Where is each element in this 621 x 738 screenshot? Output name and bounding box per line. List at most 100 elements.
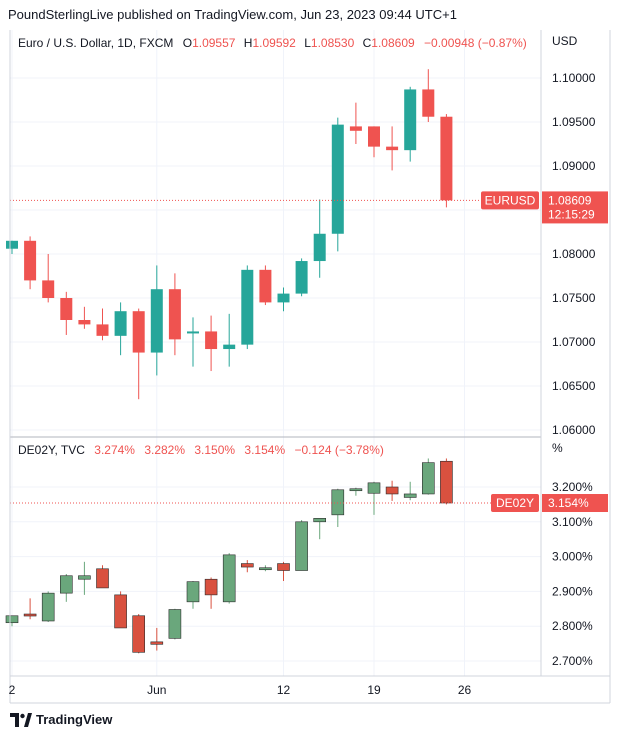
candle-body bbox=[422, 89, 435, 117]
candle-body bbox=[368, 126, 380, 147]
candle-body bbox=[295, 521, 308, 571]
pane1-c-key: C bbox=[363, 36, 372, 50]
y-tick-label: 1.10000 bbox=[552, 71, 596, 85]
candle-body bbox=[241, 563, 254, 568]
y-tick-label: 1.08000 bbox=[552, 247, 596, 261]
symbol-tag-bg bbox=[481, 191, 539, 210]
candle-body bbox=[42, 280, 55, 298]
y-tick-label: 2.900% bbox=[552, 584, 593, 598]
y-tick-label: 1.07500 bbox=[552, 291, 596, 305]
candle-body bbox=[404, 89, 417, 151]
candle-body bbox=[386, 146, 399, 151]
candle-body bbox=[59, 575, 73, 594]
candle-body bbox=[277, 293, 290, 303]
y-tick-label: 3.100% bbox=[552, 515, 593, 529]
candle-body bbox=[313, 518, 327, 523]
symbol-tag-bg bbox=[491, 494, 539, 513]
candle-body bbox=[186, 581, 200, 603]
candle-body bbox=[187, 331, 199, 334]
candle-body bbox=[440, 116, 453, 201]
candle-body bbox=[385, 486, 399, 495]
candle-body bbox=[96, 568, 109, 589]
candle-body bbox=[24, 240, 37, 281]
pane1-open: 1.09557 bbox=[192, 36, 236, 50]
published-header: PoundSterlingLive published on TradingVi… bbox=[8, 7, 457, 22]
price-tag-bg bbox=[542, 494, 608, 513]
candle-body bbox=[222, 554, 236, 603]
candle-body bbox=[150, 641, 164, 645]
x-tick-label: 19 bbox=[367, 683, 381, 697]
symbol-tag: DE02Y bbox=[496, 496, 534, 510]
y-tick-label: 1.09500 bbox=[552, 115, 596, 129]
pane2-currency: % bbox=[552, 441, 563, 455]
candle-body bbox=[349, 488, 363, 492]
candle-body bbox=[205, 331, 218, 350]
pane1-low: 1.08530 bbox=[311, 36, 355, 50]
candle-body bbox=[6, 240, 18, 249]
x-tick-label: 12 bbox=[277, 683, 291, 697]
candle-body bbox=[403, 493, 417, 498]
y-tick-label: 2.800% bbox=[552, 619, 593, 633]
y-tick-label: 1.06000 bbox=[552, 423, 596, 437]
grid-layer bbox=[10, 30, 541, 676]
candle-body bbox=[23, 613, 37, 617]
x-tick-label: Jun bbox=[147, 683, 166, 697]
candle-body bbox=[349, 126, 362, 131]
candle-body bbox=[241, 269, 254, 345]
pane1-close: 1.08609 bbox=[371, 36, 415, 50]
candle-body bbox=[204, 578, 218, 596]
candle-body bbox=[41, 592, 55, 622]
x-tick-label: 2 bbox=[9, 683, 16, 697]
candle-body bbox=[440, 460, 453, 504]
axis-layer: 2Jun1219261.100001.095001.090001.085001.… bbox=[9, 71, 596, 697]
candle-body bbox=[277, 563, 290, 571]
y-tick-label: 3.000% bbox=[552, 550, 593, 564]
y-tick-label: 3.200% bbox=[552, 480, 593, 494]
price-tag-bg bbox=[542, 191, 608, 224]
candle-body bbox=[331, 489, 345, 516]
y-tick-label: 2.700% bbox=[552, 654, 593, 668]
tradingview-logo-icon bbox=[10, 712, 32, 727]
candle-body bbox=[168, 609, 182, 639]
pane1-high: 1.09592 bbox=[252, 36, 296, 50]
pane2-high: 3.282% bbox=[144, 443, 185, 457]
series-layer bbox=[5, 69, 541, 654]
pane2-symbol: DE02Y, TVC bbox=[18, 443, 85, 457]
pane1-legend[interactable]: Euro / U.S. Dollar, 1D, FXCM O1.09557 H1… bbox=[18, 36, 527, 50]
candle-body bbox=[223, 344, 236, 350]
price-tag-countdown: 12:15:29 bbox=[548, 207, 595, 221]
pane1-change: −0.00948 (−0.87%) bbox=[424, 36, 527, 50]
candle-body bbox=[331, 124, 344, 234]
symbol-tag: EURUSD bbox=[485, 193, 536, 207]
candle-body bbox=[78, 575, 91, 580]
pane1-symbol: Euro / U.S. Dollar, 1D, FXCM bbox=[18, 36, 173, 50]
pane1-o-key: O bbox=[183, 36, 192, 50]
candle-body bbox=[132, 311, 145, 353]
candle-body bbox=[5, 615, 19, 624]
candle-body bbox=[313, 233, 326, 262]
candle-body bbox=[367, 482, 381, 494]
candle-body bbox=[168, 289, 181, 340]
y-tick-label: 1.06500 bbox=[552, 379, 596, 393]
pane2-close: 3.154% bbox=[244, 443, 285, 457]
pane1-currency: USD bbox=[552, 34, 578, 48]
footer-brand[interactable]: TradingView bbox=[10, 712, 112, 727]
candle-body bbox=[114, 594, 127, 629]
candle-body bbox=[60, 298, 73, 320]
pane2-open: 3.274% bbox=[94, 443, 135, 457]
pane1-l-key: L bbox=[304, 36, 311, 50]
footer-brand-text: TradingView bbox=[36, 712, 113, 727]
pane2-legend[interactable]: DE02Y, TVC 3.274% 3.282% 3.150% 3.154% −… bbox=[18, 443, 384, 457]
candle-body bbox=[259, 269, 272, 303]
y-tick-label: 1.09000 bbox=[552, 159, 596, 173]
y-tick-label: 1.07000 bbox=[552, 335, 596, 349]
candle-body bbox=[78, 320, 91, 325]
pane2-change: −0.124 (−3.78%) bbox=[294, 443, 383, 457]
candle-body bbox=[421, 462, 435, 495]
candle-body bbox=[295, 261, 308, 294]
pane1-h-key: H bbox=[244, 36, 253, 50]
candle-body bbox=[150, 289, 163, 353]
candle-body bbox=[132, 615, 145, 653]
